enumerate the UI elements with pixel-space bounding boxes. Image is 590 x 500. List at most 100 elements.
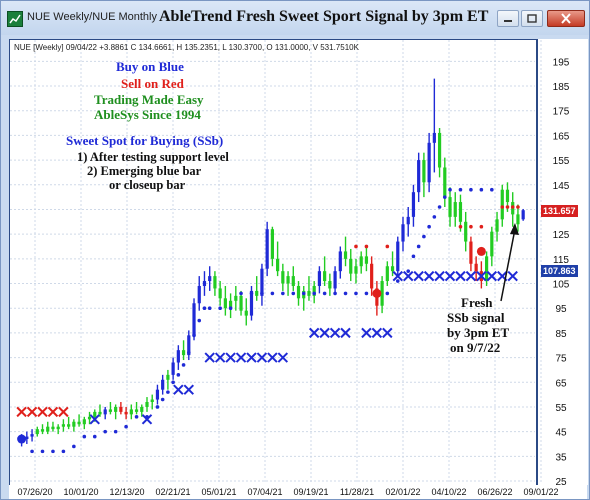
price-bar (197, 276, 201, 311)
window-titlebar[interactable]: NUE Weekly/NUE Monthly AbleTrend Fresh S… (1, 1, 589, 35)
x-stroke (329, 327, 341, 339)
bar-body (359, 256, 363, 267)
buy-x-marker (308, 327, 320, 339)
legend-since: AbleSys Since 1994 (94, 107, 201, 122)
bar-body (286, 276, 290, 284)
y-tick-label: 115 (553, 255, 569, 266)
price-bar (161, 374, 165, 395)
price-bar (469, 236, 473, 272)
buy-stop-dot (343, 291, 348, 296)
price-bar (270, 226, 274, 267)
x-stroke (413, 270, 424, 282)
buy-stop-dot (312, 291, 316, 296)
buy-stop-dot (427, 224, 431, 229)
bar-body (338, 251, 342, 272)
price-bar (385, 261, 389, 286)
buy-x-marker (403, 270, 414, 282)
bar-body (432, 132, 436, 143)
x-stroke (37, 406, 48, 418)
buy-stop-dot (411, 254, 416, 259)
price-bar (328, 273, 332, 296)
maximize-button[interactable] (521, 10, 543, 27)
price-bar (296, 281, 301, 306)
ohlc-readout: NUE [Weekly] 09/04/22 +3.8861 C 134.6661… (14, 43, 359, 52)
buy-x-marker (267, 352, 278, 363)
close-button[interactable] (547, 10, 585, 27)
bar-body (484, 256, 489, 282)
x-tick-label: 09/19/21 (293, 487, 328, 497)
x-stroke (476, 270, 487, 282)
bar-body (192, 303, 196, 336)
x-stroke (89, 414, 100, 425)
price-bar (260, 263, 264, 306)
price-bar (202, 271, 207, 296)
bar-body (370, 263, 374, 289)
buy-stop-dot (301, 291, 306, 296)
signal-dot (17, 434, 27, 444)
bar-body (77, 421, 81, 425)
buy-stop-dot (395, 279, 400, 283)
bar-body (343, 251, 348, 259)
price-bar (427, 132, 431, 193)
price-bar (255, 276, 259, 301)
bar-body (437, 132, 442, 168)
bar-body (176, 350, 180, 363)
buy-stop-dot (186, 350, 191, 355)
price-bar (437, 127, 442, 178)
minimize-icon (504, 20, 512, 22)
bar-body (328, 281, 332, 289)
bar-body (134, 409, 139, 412)
bar-body (202, 281, 207, 286)
buy-stop-dot (30, 449, 34, 454)
buy-stop-dot (207, 306, 212, 311)
price-bar (234, 285, 238, 311)
close-icon (561, 13, 571, 24)
price-bar (333, 266, 337, 294)
price-bar (228, 293, 233, 319)
minimize-button[interactable] (497, 10, 519, 27)
bar-body (427, 142, 431, 183)
price-bar (490, 226, 494, 267)
price-bar (323, 256, 327, 286)
bar-body (396, 241, 400, 272)
bar-body (333, 271, 337, 289)
x-stroke (308, 327, 320, 339)
price-bar (98, 404, 102, 417)
buy-x-marker (89, 414, 100, 425)
buy-x-marker (382, 327, 393, 339)
price-bar (61, 419, 66, 432)
price-bar (181, 340, 186, 361)
x-tick-label: 11/28/21 (340, 487, 374, 497)
x-stroke (246, 352, 257, 363)
x-stroke (183, 384, 195, 395)
y-tick-label: 145 (553, 181, 570, 192)
annotation-line-3: by 3pm ET (447, 325, 510, 340)
price-bar (338, 246, 342, 279)
price-bar (244, 298, 248, 326)
bar-body (500, 189, 504, 220)
buy-stop-dot (40, 449, 45, 454)
y-tick-label: 165 (553, 131, 570, 142)
buy-stop-dot (134, 415, 139, 419)
x-tick-label: 02/21/21 (155, 487, 190, 497)
y-tick-label: 95 (555, 304, 567, 315)
bar-body (213, 276, 217, 289)
buy-stop-dot (458, 187, 463, 192)
bar-body (401, 224, 405, 242)
annotation-line-4: on 9/7/22 (450, 340, 501, 355)
x-tick-label: 07/26/20 (17, 487, 52, 497)
price-bar (281, 263, 285, 291)
bar-body (35, 429, 39, 435)
x-stroke (371, 327, 383, 339)
buy-x-marker (371, 327, 383, 339)
sell-x-marker (58, 406, 69, 418)
price-axis[interactable] (537, 39, 588, 485)
y-tick-label: 125 (553, 230, 570, 241)
bar-body (103, 409, 107, 415)
bar-body (129, 409, 133, 415)
bar-body (255, 290, 259, 296)
buy-stop-dot (260, 291, 264, 296)
price-bar (223, 285, 227, 316)
